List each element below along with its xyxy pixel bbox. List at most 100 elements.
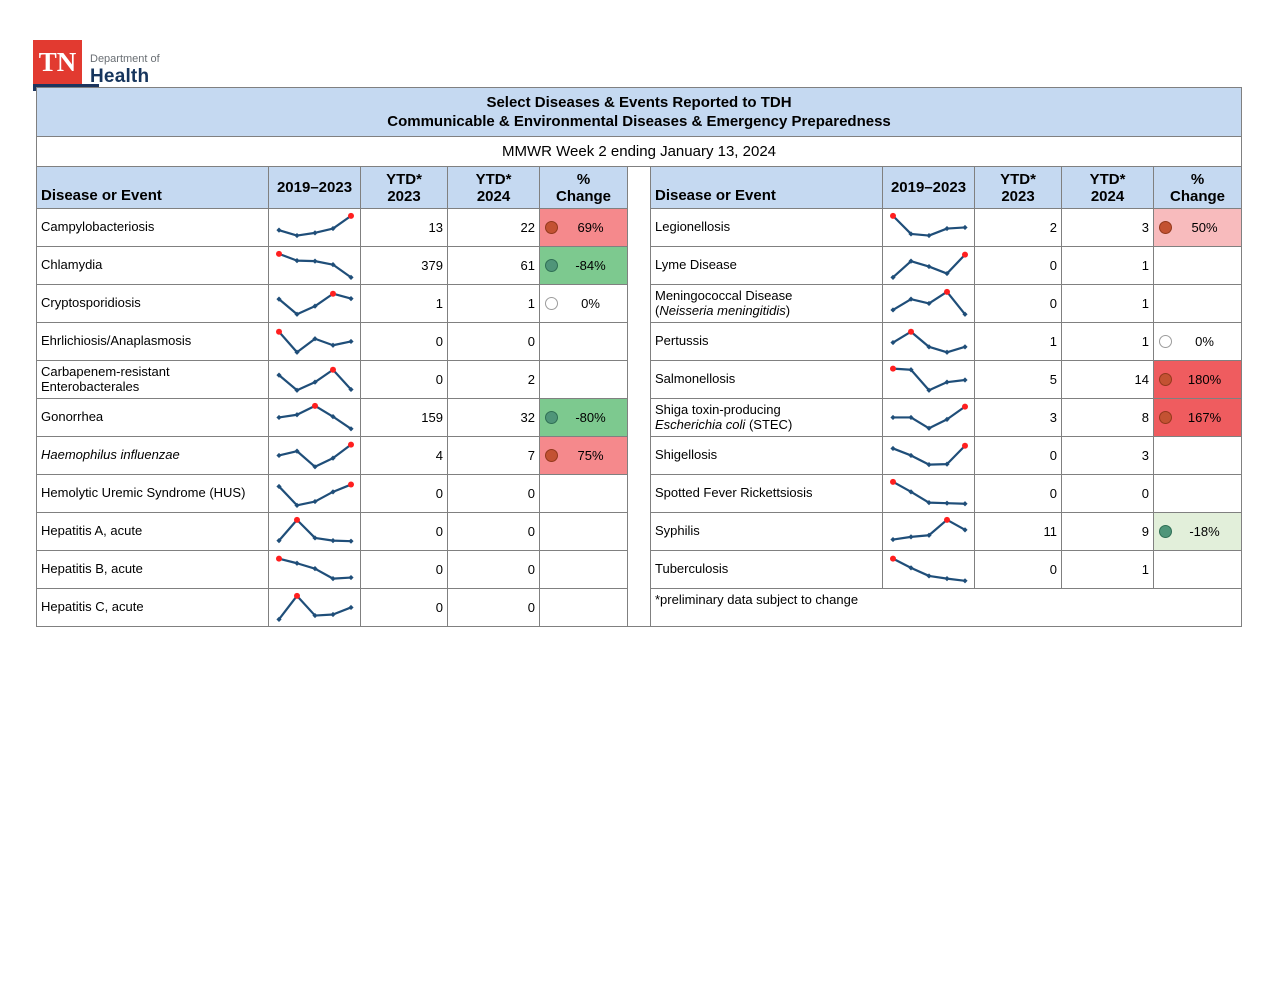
disease-name-text: Chlamydia [41,257,103,273]
max-value-marker-icon [293,516,300,523]
data-point-marker-icon [347,274,354,280]
ytd-2024-value: 1 [1062,551,1154,589]
data-point-marker-icon [293,311,300,317]
disease-name-cell: Salmonellosis [651,361,883,399]
disease-name-text: ) [785,302,791,318]
data-point-marker-icon [293,448,300,454]
data-point-marker-icon [275,452,282,458]
table-row: Tuberculosis 0 1 [651,551,1242,589]
pct-change-cell [1154,437,1242,475]
max-value-marker-icon [275,328,282,335]
data-point-marker-icon [907,296,914,302]
disease-name-text: Salmonellosis [655,371,736,387]
pct-change-cell [540,475,628,513]
pct-change-cell: 69% [540,209,628,247]
table-row: Hepatitis B, acute 0 0 [37,551,628,589]
ytd-2024-value: 0 [448,475,540,513]
trend-cell [883,209,975,247]
trend-sparkline-chart [889,403,968,431]
table-gap-spacer [628,167,650,627]
trend-sparkline-chart [275,250,354,280]
trend-cell [883,399,975,437]
ytd-2024-value: 22 [448,209,540,247]
data-point-marker-icon [275,483,282,489]
trend-cell [269,209,361,247]
ytd-2023-value: 1 [361,285,448,323]
pct-change-value: -18% [1189,524,1220,539]
data-point-marker-icon [329,537,336,543]
trend-cell [883,437,975,475]
max-value-marker-icon [961,442,968,449]
data-point-marker-icon [275,227,282,233]
pct-change-cell [540,361,628,399]
table-row: Hepatitis C, acute 0 0 [37,589,628,627]
pct-change-cell: 0% [1154,323,1242,361]
data-point-marker-icon [311,498,318,504]
ytd-2023-value: 0 [975,247,1062,285]
max-value-marker-icon [961,251,968,258]
pct-change-cell [1154,247,1242,285]
trend-cell [269,285,361,323]
trend-sparkline-chart [275,516,354,544]
change-dot-icon [545,411,558,424]
change-dot-icon [545,259,558,272]
disease-name-text: Hepatitis C, acute [41,599,144,615]
trend-cell [269,247,361,285]
trend-cell [269,399,361,437]
ytd-2023-value: 0 [975,551,1062,589]
max-value-marker-icon [311,402,318,409]
change-dot-icon [545,449,558,462]
data-point-marker-icon [275,296,282,302]
trend-sparkline-chart [889,212,968,238]
data-point-marker-icon [347,295,354,301]
ytd-2023-value: 0 [975,285,1062,323]
data-point-marker-icon [347,574,354,580]
table-row: Carbapenem-resistant Enterobacterales 0 2 [37,361,628,399]
ytd-2023-value: 0 [975,475,1062,513]
trend-cell [883,551,975,589]
trend-cell [883,285,975,323]
pct-change-cell: -84% [540,247,628,285]
data-point-marker-icon [293,411,300,417]
trend-cell [883,247,975,285]
year-2024-label: 2024 [476,187,511,205]
pct-change-value: -80% [575,410,606,425]
data-point-marker-icon [925,343,932,349]
trend-sparkline-chart [889,442,968,467]
disease-name-cell: Shigellosis [651,437,883,475]
max-value-marker-icon [275,250,282,257]
data-point-marker-icon [925,461,932,467]
data-point-marker-icon [311,335,318,341]
trend-cell [883,475,975,513]
data-point-marker-icon [347,538,354,544]
change-dot-icon [1159,373,1172,386]
disease-name-text: Tuberculosis [655,561,729,577]
disease-name-text: Cryptosporidiosis [41,295,141,311]
disease-name-text: Campylobacteriosis [41,219,155,235]
disease-name-cell: Hepatitis A, acute [37,513,269,551]
disease-name-cell: Shiga toxin-producing Escherichia coli (S… [651,399,883,437]
data-point-marker-icon [961,224,968,230]
tn-logo-icon: TN [33,40,82,84]
disease-name-cell: Ehrlichiosis/Anaplasmosis [37,323,269,361]
data-point-marker-icon [311,303,318,309]
disease-name-text: Gonorrhea [41,409,104,425]
data-point-marker-icon [943,349,950,355]
table-row: Ehrlichiosis/Anaplasmosis 0 0 [37,323,628,361]
data-point-marker-icon [329,488,336,494]
pct-change-cell: 75% [540,437,628,475]
data-point-marker-icon [329,342,336,348]
pct-change-cell [540,513,628,551]
trend-sparkline-chart [275,328,354,355]
disease-name-text: Meningococcal Disease [655,288,793,303]
trend-cell [269,589,361,627]
disease-name-cell: Spotted Fever Rickettsiosis [651,475,883,513]
disease-name-text: Escherichia coli [655,416,746,432]
disease-name-text: Ehrlichiosis/Anaplasmosis [41,333,192,349]
ytd-2024-value: 0 [448,551,540,589]
data-point-marker-icon [311,258,318,264]
pct-change-cell [540,551,628,589]
disease-name-text: Syphilis [655,523,700,539]
data-point-marker-icon [961,577,968,583]
trend-sparkline-chart [275,402,354,431]
